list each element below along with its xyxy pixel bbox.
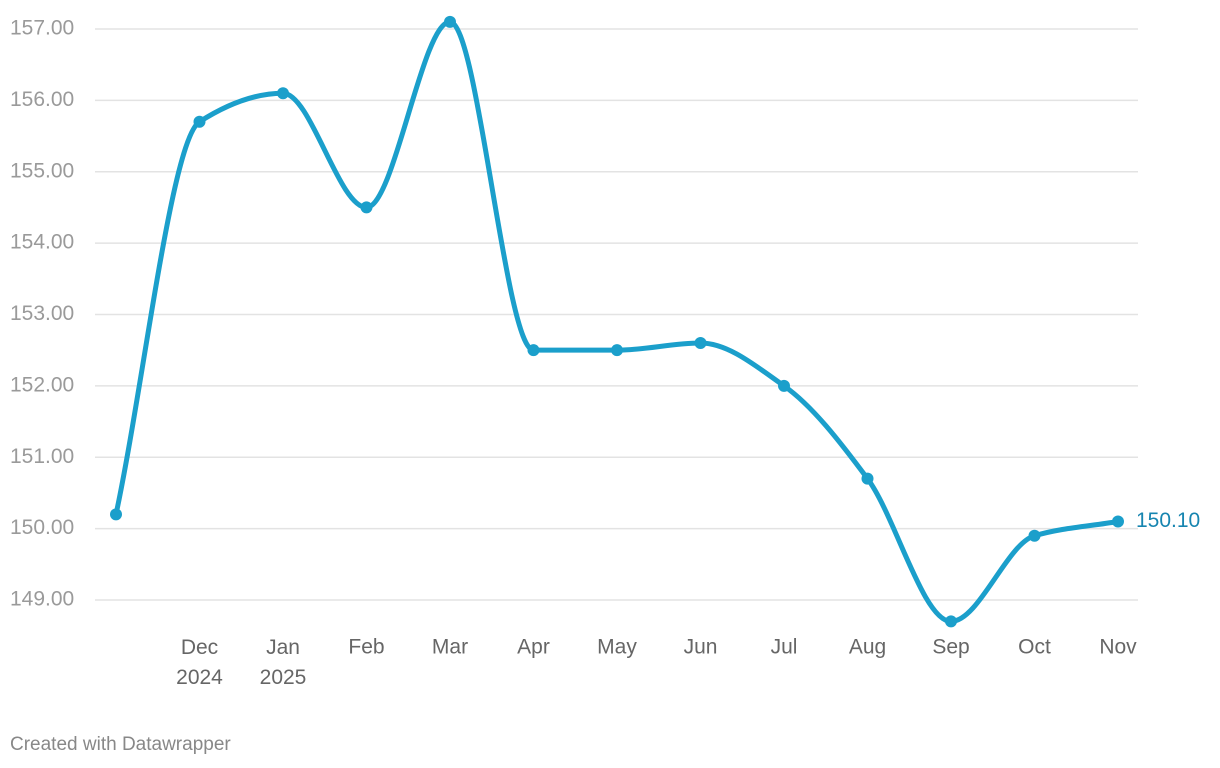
point xyxy=(110,508,122,521)
x-tick-label: May xyxy=(597,636,637,659)
y-tick-label: 151.00 xyxy=(10,445,74,468)
y-tick-label: 152.00 xyxy=(10,373,74,396)
point xyxy=(1028,529,1041,542)
y-tick-label: 149.00 xyxy=(10,588,74,611)
credit: Created with Datawrapper xyxy=(10,734,231,755)
y-tick-label: 153.00 xyxy=(10,302,74,325)
x-tick-label: Apr xyxy=(517,636,550,659)
value-label: 150.10 xyxy=(1136,509,1200,532)
point xyxy=(861,472,874,485)
line xyxy=(113,19,1121,624)
y-tick-label: 154.00 xyxy=(10,231,74,254)
y-tick-label: 155.00 xyxy=(10,159,74,182)
point xyxy=(193,115,206,128)
point xyxy=(945,615,957,628)
x-tick-label: Aug xyxy=(849,636,886,659)
y-tick-label: 156.00 xyxy=(10,88,74,111)
y-tick-label: 150.00 xyxy=(10,516,74,539)
x-tick-label: Dec 2024 xyxy=(176,636,223,689)
x-tick-label: Jul xyxy=(771,636,798,659)
x-tick-label: Sep xyxy=(932,636,969,659)
y-tick-label: 157.00 xyxy=(10,17,74,40)
point xyxy=(1112,515,1124,528)
point xyxy=(778,379,790,392)
x-tick-label: Feb xyxy=(348,636,384,659)
x-tick-label: Jan 2025 xyxy=(260,636,307,689)
point xyxy=(527,344,540,357)
x-tick-label: Nov xyxy=(1099,636,1137,659)
point xyxy=(694,337,707,350)
x-tick-label: Jun xyxy=(684,636,718,659)
point xyxy=(611,344,623,357)
point xyxy=(277,87,289,100)
point xyxy=(444,15,456,28)
x-tick-label: Oct xyxy=(1018,636,1051,659)
x-tick-label: Mar xyxy=(432,636,468,659)
point xyxy=(360,201,373,214)
